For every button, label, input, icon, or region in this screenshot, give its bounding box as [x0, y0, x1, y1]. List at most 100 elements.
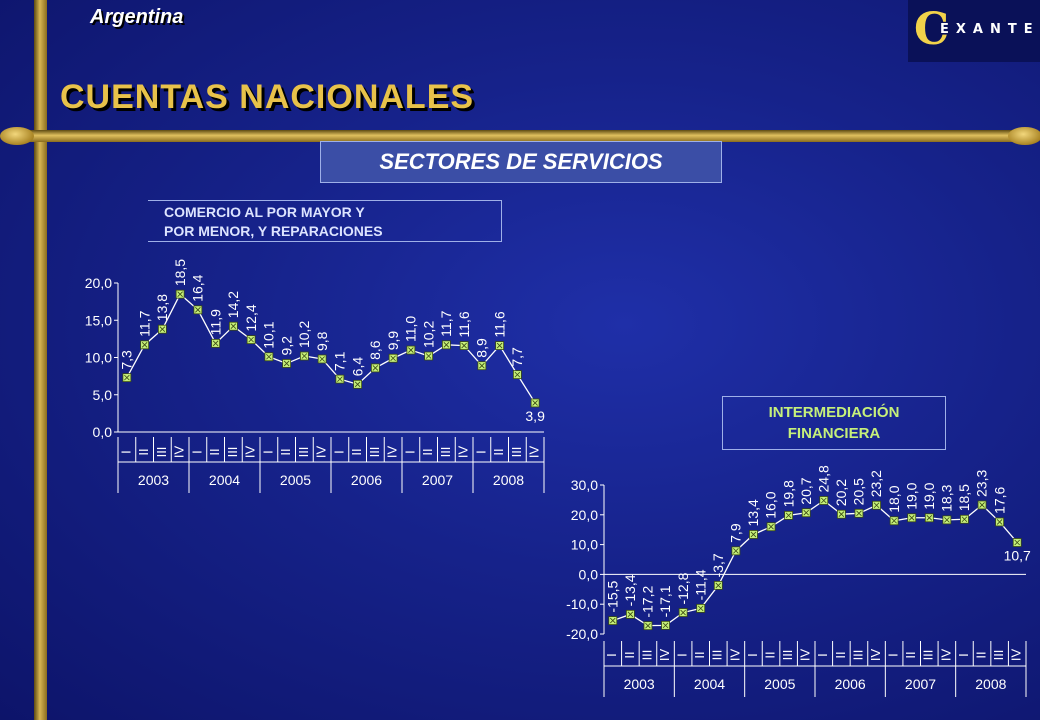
commerce-quarter-label: I — [260, 450, 275, 454]
commerce-data-label: 11,7 — [136, 310, 152, 336]
finance-point-cross — [961, 516, 968, 523]
commerce-quarter-label: III — [438, 447, 453, 458]
finance-data-label: 19,8 — [780, 480, 796, 507]
exante-logo: C EXANTE — [908, 0, 1040, 62]
finance-data-label: -15,5 — [604, 580, 620, 612]
finance-y-tick-label: 20,0 — [571, 507, 598, 523]
finance-year-label: 2007 — [905, 676, 936, 692]
finance-data-label: 7,9 — [728, 523, 744, 543]
commerce-data-label: 10,2 — [296, 321, 312, 348]
finance-quarter-label: III — [991, 650, 1006, 661]
commerce-y-tick-label: 5,0 — [93, 387, 113, 403]
gold-vertical-bar — [34, 0, 47, 720]
finance-data-label: 13,4 — [745, 499, 761, 526]
commerce-quarter-label: I — [402, 450, 417, 454]
commerce-quarter-label: II — [207, 448, 222, 455]
finance-quarter-label: IV — [868, 649, 883, 662]
commerce-point-cross — [301, 353, 308, 359]
bar-knob-right — [1008, 127, 1040, 145]
finance-year-label: 2005 — [764, 676, 795, 692]
commerce-point-cross — [514, 371, 521, 378]
commerce-point-cross — [319, 356, 325, 362]
commerce-point-cross — [425, 353, 432, 359]
finance-quarter-label: III — [639, 650, 654, 661]
commerce-quarter-label: I — [118, 450, 133, 454]
commerce-point-cross — [248, 336, 254, 343]
commerce-quarter-label: II — [491, 448, 506, 455]
finance-point-cross — [891, 517, 897, 524]
finance-data-label: 20,5 — [851, 478, 867, 505]
commerce-data-label: 11,6 — [491, 311, 507, 337]
section-title: SECTORES DE SERVICIOS — [320, 141, 722, 183]
commerce-data-label: 10,1 — [261, 321, 277, 348]
chart-finance-title-line1: INTERMEDIACIÓN — [768, 404, 900, 421]
commerce-data-label: 10,2 — [420, 321, 436, 348]
commerce-quarter-label: IV — [172, 446, 187, 459]
finance-series-line — [612, 499, 1018, 627]
commerce-quarter-label: II — [136, 448, 151, 455]
commerce-y-tick-label: 0,0 — [93, 424, 113, 440]
commerce-year-label: 2003 — [138, 472, 169, 488]
finance-data-label: 17,6 — [991, 486, 1007, 513]
chart-finance-title-line2: FINANCIERA — [787, 425, 881, 442]
commerce-data-label: 11,0 — [403, 316, 419, 342]
finance-quarter-label: II — [692, 651, 707, 658]
commerce-data-label: 16,4 — [190, 274, 206, 301]
commerce-year-label: 2005 — [280, 472, 311, 488]
finance-quarter-label: II — [833, 651, 848, 658]
commerce-point-cross — [443, 342, 450, 348]
commerce-quarter-label: III — [509, 447, 524, 458]
finance-point-cross — [926, 514, 933, 521]
commerce-point-cross — [283, 360, 290, 367]
finance-data-label: 10,7 — [1004, 548, 1031, 564]
finance-point-cross — [627, 611, 634, 618]
commerce-data-label: 9,9 — [385, 331, 401, 351]
finance-quarter-label: IV — [798, 649, 813, 662]
finance-data-label: -13,4 — [622, 574, 638, 606]
commerce-point-cross — [177, 291, 183, 297]
finance-quarter-label: I — [604, 653, 619, 657]
finance-point-cross — [803, 509, 809, 516]
finance-data-label: -17,1 — [657, 585, 673, 617]
commerce-y-tick-label: 20,0 — [85, 275, 112, 291]
commerce-point-cross — [354, 381, 361, 388]
finance-quarter-label: I — [815, 653, 830, 657]
finance-year-label: 2008 — [975, 676, 1006, 692]
commerce-data-label: 7,7 — [509, 347, 525, 367]
finance-point-cross — [856, 510, 862, 517]
finance-point-cross — [715, 582, 722, 589]
finance-quarter-label: IV — [727, 649, 742, 662]
logo-text: EXANTE — [940, 22, 1040, 37]
commerce-data-label: 9,8 — [314, 331, 330, 351]
commerce-data-label: 14,2 — [225, 291, 241, 318]
commerce-quarter-label: I — [189, 450, 204, 454]
finance-point-cross — [768, 523, 774, 530]
finance-y-tick-label: 0,0 — [579, 566, 599, 582]
commerce-quarter-label: II — [349, 448, 364, 455]
finance-point-cross — [838, 511, 845, 517]
commerce-point-cross — [212, 340, 219, 347]
commerce-y-tick-label: 10,0 — [85, 350, 112, 366]
commerce-data-label: 8,9 — [474, 338, 490, 358]
finance-data-label: 18,3 — [939, 484, 955, 511]
commerce-quarter-label: II — [420, 448, 435, 455]
commerce-data-label: 11,9 — [207, 309, 223, 335]
chart-commerce-title-line1: COMERCIO AL POR MAYOR Y — [164, 204, 365, 220]
commerce-quarter-label: IV — [527, 446, 542, 459]
finance-point-cross — [645, 622, 651, 629]
commerce-point-cross — [479, 362, 485, 369]
finance-point-cross — [610, 617, 616, 624]
gold-horizontal-bar — [14, 130, 1034, 142]
finance-year-label: 2003 — [624, 676, 655, 692]
finance-quarter-label: IV — [1009, 649, 1024, 662]
commerce-quarter-label: III — [296, 447, 311, 458]
commerce-point-cross — [372, 365, 379, 371]
finance-point-cross — [979, 502, 985, 508]
finance-quarter-label: III — [710, 650, 725, 661]
finance-data-label: -11,4 — [692, 569, 708, 600]
finance-y-tick-label: 10,0 — [571, 537, 598, 553]
commerce-point-cross — [159, 326, 166, 332]
finance-data-label: 16,0 — [763, 491, 779, 518]
finance-year-label: 2004 — [694, 676, 725, 692]
